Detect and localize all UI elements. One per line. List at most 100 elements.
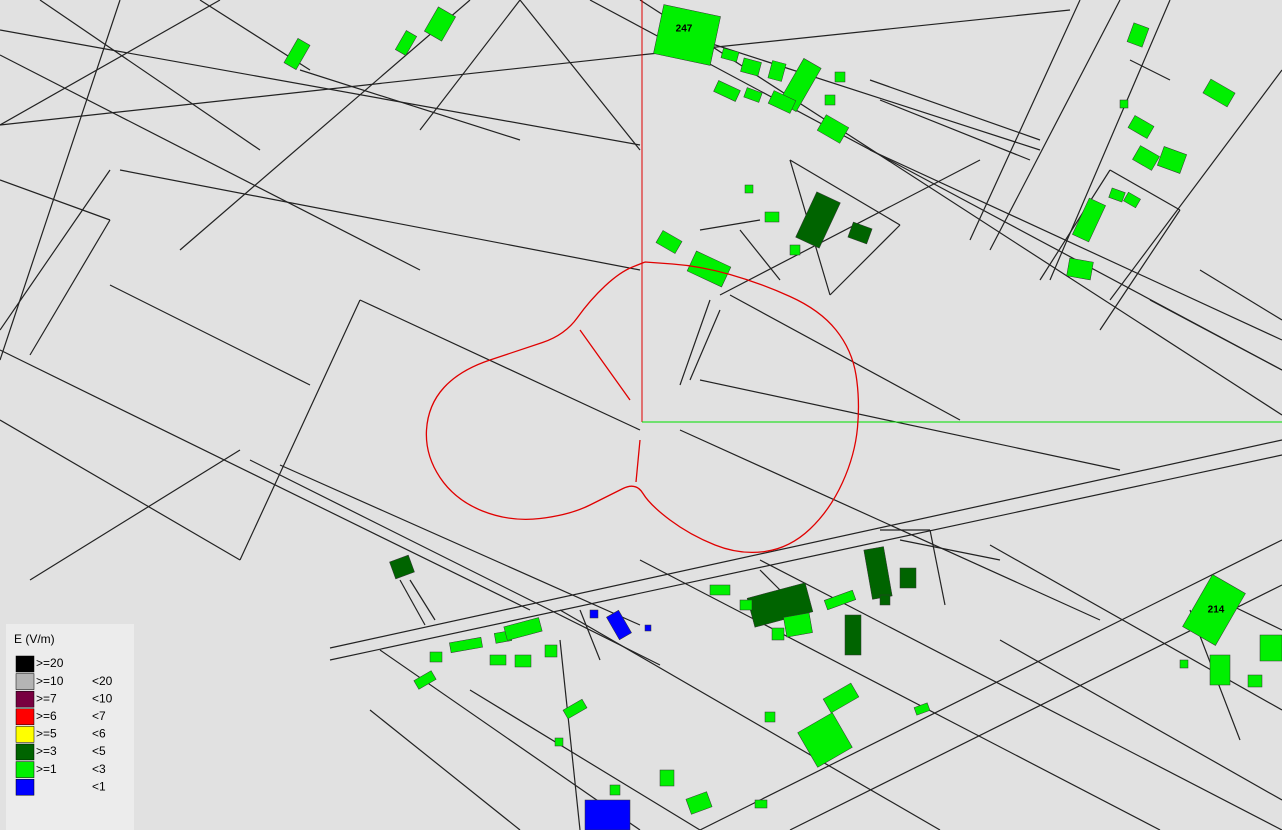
road [519, 0, 641, 151]
building [822, 682, 860, 714]
building [764, 711, 776, 723]
legend-swatch [15, 708, 35, 726]
road [0, 0, 121, 361]
building-label: 247 [676, 24, 693, 35]
building [1108, 187, 1126, 203]
road [1099, 209, 1181, 331]
building [816, 114, 850, 144]
legend-min: >=3 [36, 744, 57, 758]
road [1039, 169, 1111, 281]
road [579, 609, 601, 661]
road [559, 639, 581, 830]
building [1072, 197, 1106, 243]
building [899, 567, 917, 589]
building [783, 612, 813, 638]
building [824, 94, 836, 106]
road [29, 449, 241, 581]
building [489, 654, 507, 666]
building [644, 624, 652, 632]
road [1129, 59, 1171, 81]
building [771, 627, 785, 641]
building [423, 6, 457, 42]
legend-min: >=6 [36, 709, 57, 723]
building [606, 609, 632, 641]
building [1247, 674, 1263, 688]
legend-swatch [15, 761, 35, 778]
road [39, 0, 261, 151]
building [554, 737, 564, 747]
building [1127, 115, 1155, 139]
legend-max: <5 [92, 744, 106, 758]
building [562, 698, 588, 720]
building [655, 230, 683, 254]
road [0, 349, 531, 611]
building-label: 214 [1208, 605, 1225, 616]
building [413, 670, 437, 690]
building [767, 60, 787, 82]
road [469, 689, 701, 830]
building [767, 90, 797, 114]
legend-swatch [15, 743, 35, 761]
road [399, 579, 426, 626]
building [720, 47, 740, 63]
building [1259, 634, 1282, 662]
building [659, 769, 675, 787]
road [869, 79, 1041, 141]
road [359, 299, 641, 431]
road [0, 0, 221, 126]
road [179, 0, 471, 251]
road [829, 224, 901, 296]
road [109, 284, 311, 386]
road [899, 539, 1001, 561]
road [869, 149, 1282, 341]
building [743, 87, 763, 103]
legend-min: >=5 [36, 727, 57, 741]
building [844, 614, 862, 656]
road [0, 419, 241, 561]
road [639, 559, 1161, 830]
building [739, 599, 753, 611]
legend-swatch [15, 778, 35, 796]
building [1123, 191, 1141, 209]
legend-min: >=7 [36, 691, 57, 705]
road [929, 529, 946, 606]
building [389, 554, 415, 580]
field-contour [425, 261, 860, 554]
building [584, 799, 631, 830]
road [369, 709, 521, 830]
road [249, 459, 661, 666]
road [699, 379, 1121, 471]
road [409, 579, 436, 621]
road [559, 609, 941, 830]
legend-min: >=20 [36, 656, 64, 670]
legend-swatch [15, 726, 35, 743]
legend-min: >=1 [36, 762, 57, 776]
legend-max: <1 [92, 779, 106, 793]
road [739, 229, 781, 281]
building [394, 30, 418, 56]
building [544, 644, 558, 658]
road [0, 54, 641, 126]
building [503, 617, 543, 641]
building [449, 637, 483, 653]
building [589, 609, 599, 619]
legend-max: <6 [92, 727, 106, 741]
building [514, 654, 532, 668]
road [1109, 69, 1282, 301]
building [713, 80, 741, 102]
building [1179, 659, 1189, 669]
building [797, 712, 853, 768]
building [1126, 22, 1150, 48]
building [653, 4, 721, 66]
road [0, 179, 111, 221]
road [239, 299, 361, 561]
road [759, 569, 781, 591]
road [1199, 269, 1282, 321]
road [299, 69, 521, 141]
building [283, 38, 311, 70]
building [847, 221, 873, 245]
building [823, 589, 857, 611]
road [729, 294, 961, 421]
